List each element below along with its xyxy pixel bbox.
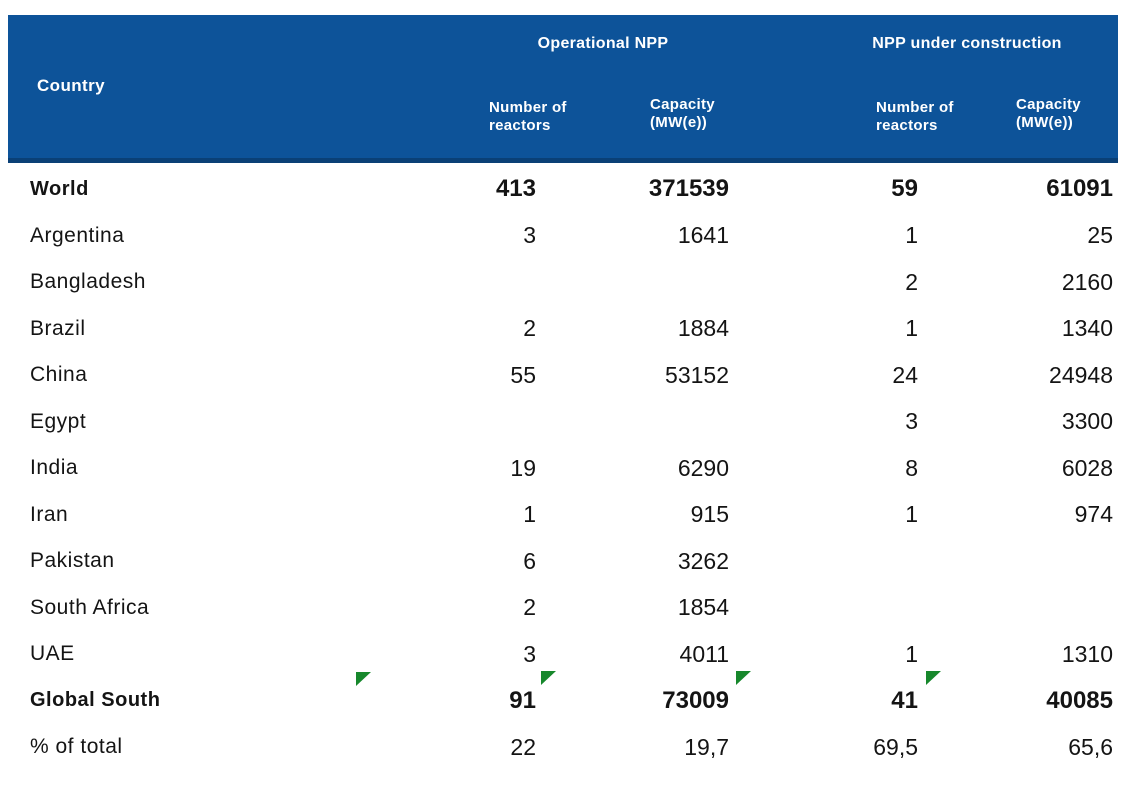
op-reactors-cell: 91 (509, 686, 536, 714)
uc-reactors-cell: 41 (891, 686, 918, 714)
table-row-brazil: Brazil 2 1884 1 1340 (8, 306, 1117, 353)
op-capacity-cell: 1884 (677, 315, 729, 342)
country-cell: Egypt (30, 409, 87, 433)
op-reactors-cell: 1 (523, 501, 536, 528)
column-header-country: Country (37, 76, 105, 95)
uc-capacity-cell: 1310 (1061, 640, 1113, 667)
header-line: Capacity (1016, 96, 1081, 113)
op-reactors-cell: 413 (495, 175, 536, 203)
op-capacity-cell: 3262 (677, 547, 729, 574)
op-reactors-cell: 3 (523, 222, 536, 249)
header-line: Capacity (650, 96, 715, 113)
uc-reactors-cell: 69,5 (873, 733, 918, 760)
country-cell: India (30, 456, 79, 480)
table-row-china: China 55 53152 24 24948 (8, 352, 1117, 399)
table-row-uae: UAE 3 4011 1 1310 (8, 631, 1117, 678)
country-cell: World (30, 177, 89, 200)
op-capacity-cell: 1641 (677, 222, 729, 249)
header-line: reactors (876, 117, 938, 134)
uc-reactors-cell: 59 (891, 175, 918, 203)
country-cell: UAE (30, 642, 75, 666)
op-reactors-cell: 2 (523, 315, 536, 342)
uc-reactors-cell: 2 (905, 268, 918, 295)
op-capacity-cell: 73009 (662, 686, 729, 714)
uc-reactors-cell: 1 (905, 315, 918, 342)
column-header-construction-number-of-reactors: Number of reactors (876, 99, 954, 135)
header-line: Number of (489, 99, 567, 116)
uc-capacity-cell: 3300 (1061, 408, 1113, 435)
country-cell: Bangladesh (30, 270, 146, 294)
table-row-argentina: Argentina 3 1641 1 25 (8, 213, 1117, 260)
uc-reactors-cell: 3 (905, 408, 918, 435)
op-reactors-cell: 6 (523, 547, 536, 574)
uc-reactors-cell: 8 (905, 454, 918, 481)
op-capacity-cell: 6290 (677, 454, 729, 481)
country-cell: South Africa (30, 595, 150, 619)
op-reactors-cell: 19 (510, 454, 536, 481)
column-group-operational-npp: Operational NPP (537, 35, 669, 52)
op-capacity-cell: 19,7 (684, 733, 729, 760)
country-cell: Argentina (30, 223, 125, 247)
table-row-iran: Iran 1 915 1 974 (8, 492, 1117, 539)
header-line: Number of (876, 99, 954, 116)
table-row-india: India 19 6290 8 6028 (8, 445, 1117, 492)
uc-capacity-cell: 6028 (1061, 454, 1113, 481)
op-reactors-cell: 2 (523, 594, 536, 621)
green-marker-icon (926, 671, 941, 685)
uc-capacity-cell: 24948 (1049, 361, 1113, 388)
uc-capacity-cell: 974 (1074, 501, 1113, 528)
uc-capacity-cell: 1340 (1061, 315, 1113, 342)
table-body: World 413 371539 59 61091 Argentina 3 16… (8, 166, 1117, 771)
green-marker-icon (736, 671, 751, 685)
country-cell: Brazil (30, 316, 86, 340)
op-capacity-cell: 371539 (648, 175, 729, 203)
op-capacity-cell: 53152 (665, 361, 729, 388)
header-line: reactors (489, 117, 551, 134)
op-reactors-cell: 22 (510, 733, 536, 760)
uc-capacity-cell: 25 (1087, 222, 1113, 249)
column-header-operational-capacity: Capacity (MW(e)) (650, 96, 715, 132)
table-row-percent-of-total: % of total 22 19,7 69,5 65,6 (8, 724, 1117, 771)
table-header: Country Operational NPP NPP under constr… (8, 15, 1118, 163)
op-reactors-cell: 55 (510, 361, 536, 388)
table-row-world: World 413 371539 59 61091 (8, 166, 1117, 213)
green-marker-icon (541, 671, 556, 685)
op-reactors-cell: 3 (523, 640, 536, 667)
op-capacity-cell: 4011 (679, 640, 729, 667)
uc-reactors-cell: 24 (892, 361, 918, 388)
uc-capacity-cell: 61091 (1046, 175, 1113, 203)
table-row-south-africa: South Africa 2 1854 (8, 585, 1117, 632)
table-row-pakistan: Pakistan 6 3262 (8, 538, 1117, 585)
country-cell: Pakistan (30, 549, 115, 573)
green-marker-icon (356, 672, 371, 686)
uc-capacity-cell: 40085 (1046, 686, 1113, 714)
op-capacity-cell: 1854 (677, 594, 729, 621)
uc-capacity-cell: 2160 (1061, 268, 1113, 295)
country-cell: Global South (30, 689, 161, 712)
op-capacity-cell: 915 (690, 501, 729, 528)
header-line: (MW(e)) (1016, 114, 1074, 131)
table-row-bangladesh: Bangladesh 2 2160 (8, 259, 1117, 306)
header-line: (MW(e)) (650, 114, 708, 131)
country-cell: China (30, 363, 88, 387)
column-group-npp-under-construction: NPP under construction (872, 35, 1062, 52)
uc-capacity-cell: 65,6 (1068, 733, 1113, 760)
uc-reactors-cell: 1 (905, 640, 918, 667)
uc-reactors-cell: 1 (905, 501, 918, 528)
column-header-operational-number-of-reactors: Number of reactors (489, 99, 567, 135)
country-cell: % of total (30, 735, 123, 759)
table-row-global-south: Global South 91 73009 41 40085 (8, 678, 1117, 725)
column-header-construction-capacity: Capacity (MW(e)) (1016, 96, 1081, 132)
table-row-egypt: Egypt 3 3300 (8, 399, 1117, 446)
uc-reactors-cell: 1 (905, 222, 918, 249)
country-cell: Iran (30, 502, 69, 526)
